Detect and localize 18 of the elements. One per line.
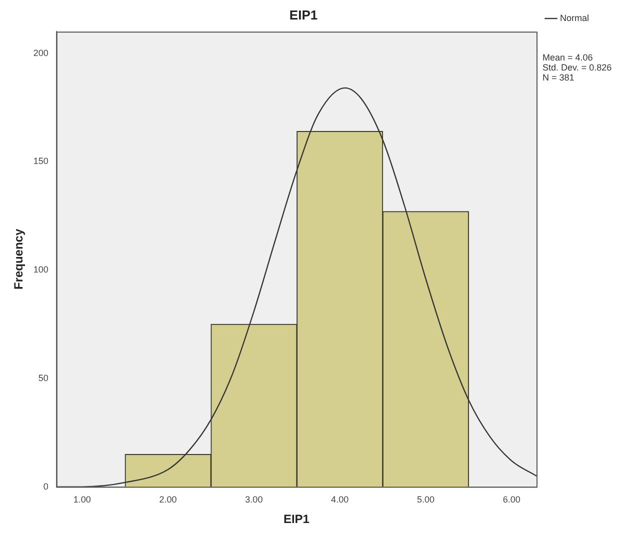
y-tick-label: 0 xyxy=(43,481,48,492)
chart-title: EIP1 xyxy=(289,7,318,22)
x-tick-label: 5.00 xyxy=(416,494,434,505)
y-axis-title: Frequency xyxy=(12,228,26,290)
y-tick-label: 200 xyxy=(33,48,48,58)
x-tick-label: 4.00 xyxy=(331,494,349,505)
text: N = 381 xyxy=(542,72,574,83)
legend-label: Normal xyxy=(560,12,590,23)
y-tick-label: 150 xyxy=(33,156,48,166)
x-tick-label: 3.00 xyxy=(245,494,263,505)
x-tick-label: 6.00 xyxy=(502,494,520,505)
text: Mean = 4.06 xyxy=(542,52,593,63)
text: Std. Dev. = 0.826 xyxy=(542,62,612,73)
x-tick-label: 1.00 xyxy=(73,494,91,505)
x-tick-label: 2.00 xyxy=(159,494,177,505)
y-tick-label: 50 xyxy=(38,372,48,383)
x-axis-title: EIP1 xyxy=(283,512,310,526)
y-tick-label: 100 xyxy=(33,264,48,275)
